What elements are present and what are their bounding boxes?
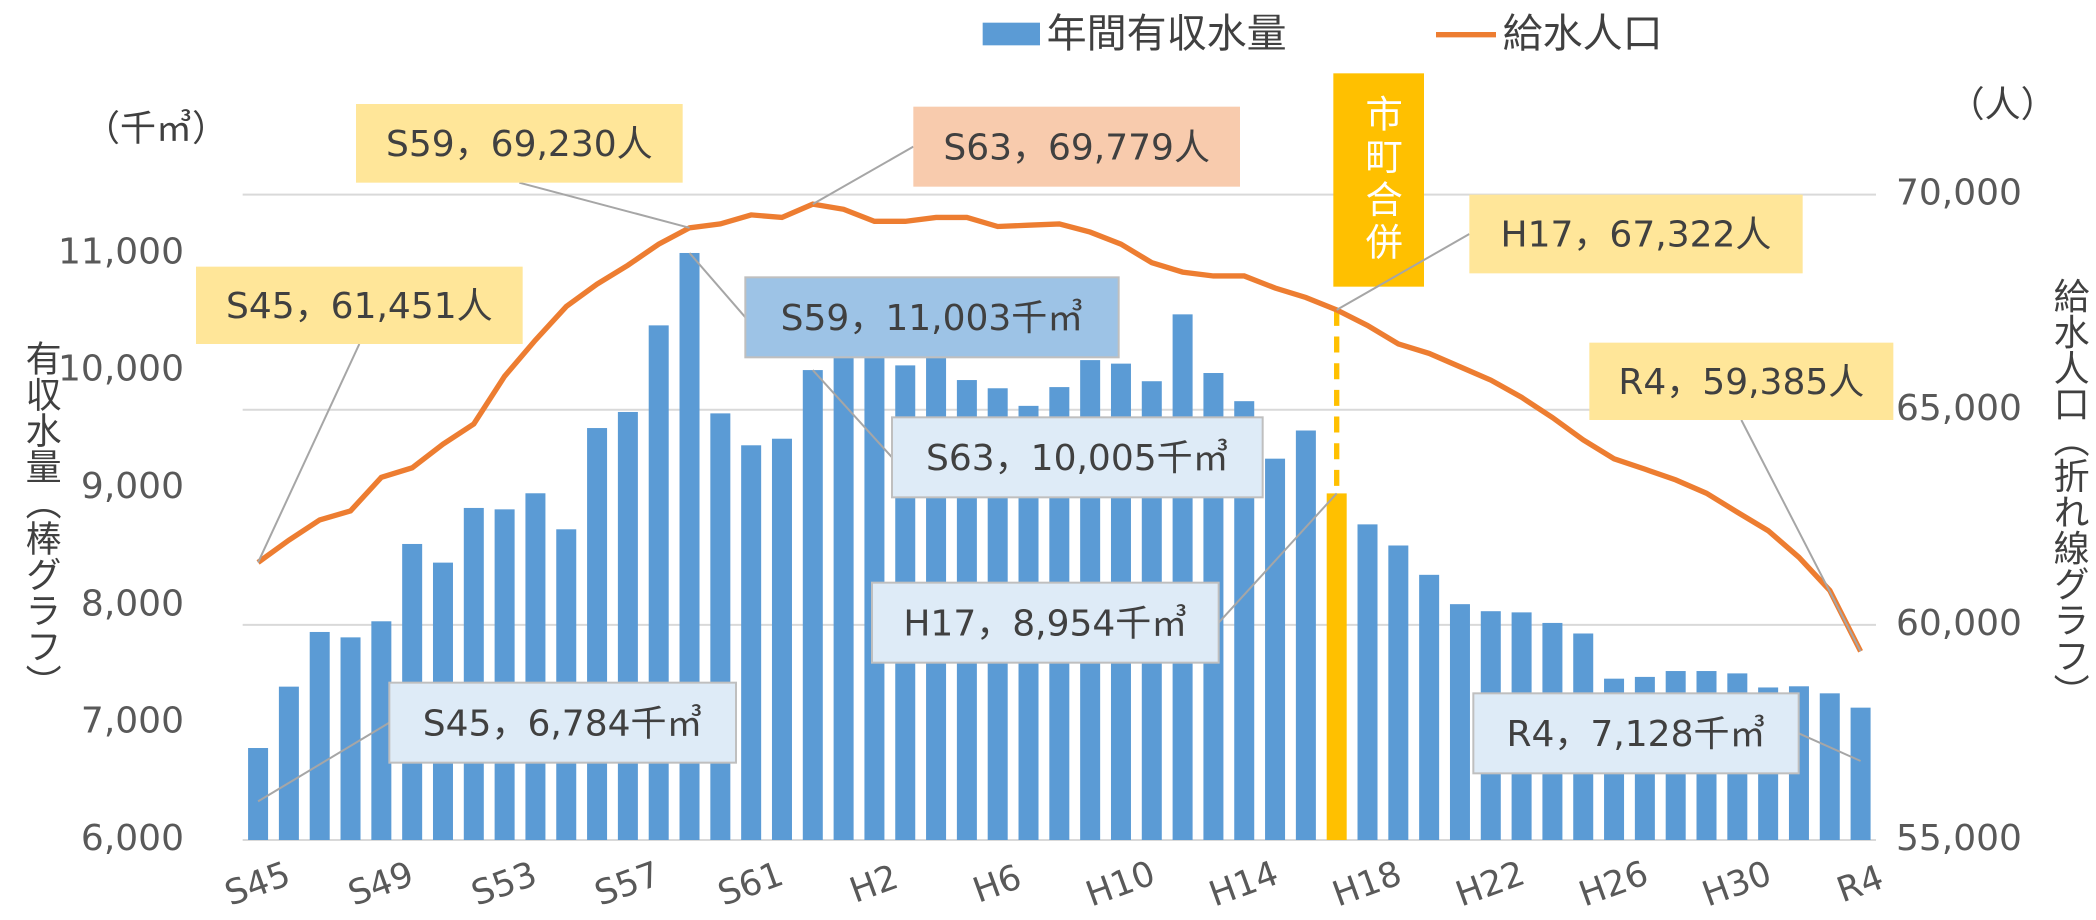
y2-tick-label: 60,000	[1896, 603, 2022, 644]
bar	[371, 621, 392, 840]
x-tick-label: H2	[845, 857, 904, 911]
x-tick-label: H22	[1451, 854, 1531, 916]
merger-box	[1333, 73, 1424, 287]
x-tick-label: S45	[220, 854, 296, 914]
y2-tick-label: 55,000	[1896, 818, 2022, 859]
x-tick-label: H6	[968, 857, 1027, 911]
merger-label: 市町合併	[1359, 95, 1403, 266]
bar	[525, 493, 546, 840]
bar	[1388, 545, 1409, 840]
x-tick-label: H18	[1327, 854, 1407, 916]
bar	[1850, 707, 1871, 840]
annotation-leader	[257, 343, 361, 563]
annotation-text: R4，7,128千㎥	[1507, 714, 1766, 755]
annotation-leader	[257, 721, 390, 803]
x-tick-label: H26	[1574, 854, 1654, 916]
annotation-text: S63，69,779人	[943, 127, 1210, 168]
annotation-text: S59，69,230人	[386, 124, 653, 165]
annotation-box	[891, 416, 1264, 499]
annotation-text: H17，67,322人	[1501, 215, 1772, 256]
x-tick-label: H10	[1081, 854, 1161, 916]
x-tick-label: S53	[466, 854, 542, 914]
bar	[617, 411, 638, 840]
bar	[741, 445, 762, 840]
bar	[1265, 458, 1286, 840]
bar	[248, 748, 269, 840]
annotation-leader	[1798, 732, 1861, 762]
annotation-leader	[812, 369, 893, 459]
y-axis-title: 有収水量（棒グラフ）	[20, 340, 62, 700]
annotation-leader	[1217, 492, 1338, 624]
x-tick-label: S61	[713, 854, 789, 914]
bar	[309, 631, 330, 840]
y2-unit: （人）	[1949, 85, 2057, 126]
annotation-box	[1589, 342, 1894, 420]
x-tick-label: S49	[343, 854, 419, 914]
bar	[771, 438, 792, 840]
y-tick-label: 8,000	[81, 583, 184, 624]
bar	[494, 509, 515, 840]
y2-axis-title: 給水人口（折れ線グラフ）	[2048, 277, 2090, 709]
annotation-box	[913, 106, 1240, 187]
annotation-box	[871, 581, 1220, 664]
bar	[710, 413, 731, 840]
bar	[1172, 314, 1193, 840]
bar	[340, 637, 361, 840]
annotation-leader	[519, 181, 690, 229]
bar	[802, 370, 823, 840]
annotation-text: S63，10,005千㎥	[926, 438, 1229, 479]
x-tick-label: H30	[1697, 854, 1777, 916]
y2-tick-label: 70,000	[1896, 173, 2022, 214]
bar	[1326, 493, 1347, 840]
y-unit: （千㎥）	[84, 109, 228, 150]
annotation-box	[744, 276, 1120, 359]
annotation-box	[1472, 692, 1800, 775]
annotation-box	[356, 104, 683, 183]
bar	[278, 686, 299, 840]
y2-tick-label: 65,000	[1896, 388, 2022, 429]
annotation-text: S45，61,451人	[226, 286, 493, 327]
bar	[463, 507, 484, 840]
legend-swatch	[982, 22, 1040, 46]
bar	[1357, 524, 1378, 840]
x-tick-label: S57	[590, 854, 666, 914]
y-tick-label: 7,000	[81, 701, 184, 742]
bar	[587, 428, 608, 840]
legend-label: 年間有収水量	[1047, 11, 1287, 57]
annotation-text: S59，11,003千㎥	[781, 298, 1084, 339]
legend-label: 給水人口	[1503, 11, 1663, 57]
annotation-leader	[1336, 233, 1470, 311]
y-tick-label: 9,000	[81, 466, 184, 507]
x-tick-label: R4	[1832, 858, 1889, 911]
bar	[1234, 401, 1255, 840]
annotation-leader	[1740, 419, 1862, 652]
bar	[1295, 430, 1316, 840]
annotation-text: H17，8,954千㎥	[903, 603, 1187, 644]
y-tick-label: 11,000	[58, 231, 184, 272]
bar	[1819, 693, 1840, 840]
annotation-text: S45，6,784千㎥	[423, 703, 703, 744]
annotation-box	[388, 681, 737, 764]
annotation-text: R4，59,385人	[1618, 362, 1864, 403]
y-tick-label: 10,000	[58, 349, 184, 390]
annotation-leader	[812, 145, 914, 206]
bar	[833, 353, 854, 840]
y-tick-label: 6,000	[81, 818, 184, 859]
annotation-box	[1469, 194, 1803, 274]
bar	[1419, 574, 1440, 840]
annotation-box	[196, 266, 523, 344]
line-series	[256, 201, 1863, 653]
x-tick-label: H14	[1204, 854, 1284, 916]
bar	[1449, 604, 1470, 840]
annotation-leader	[688, 252, 747, 318]
